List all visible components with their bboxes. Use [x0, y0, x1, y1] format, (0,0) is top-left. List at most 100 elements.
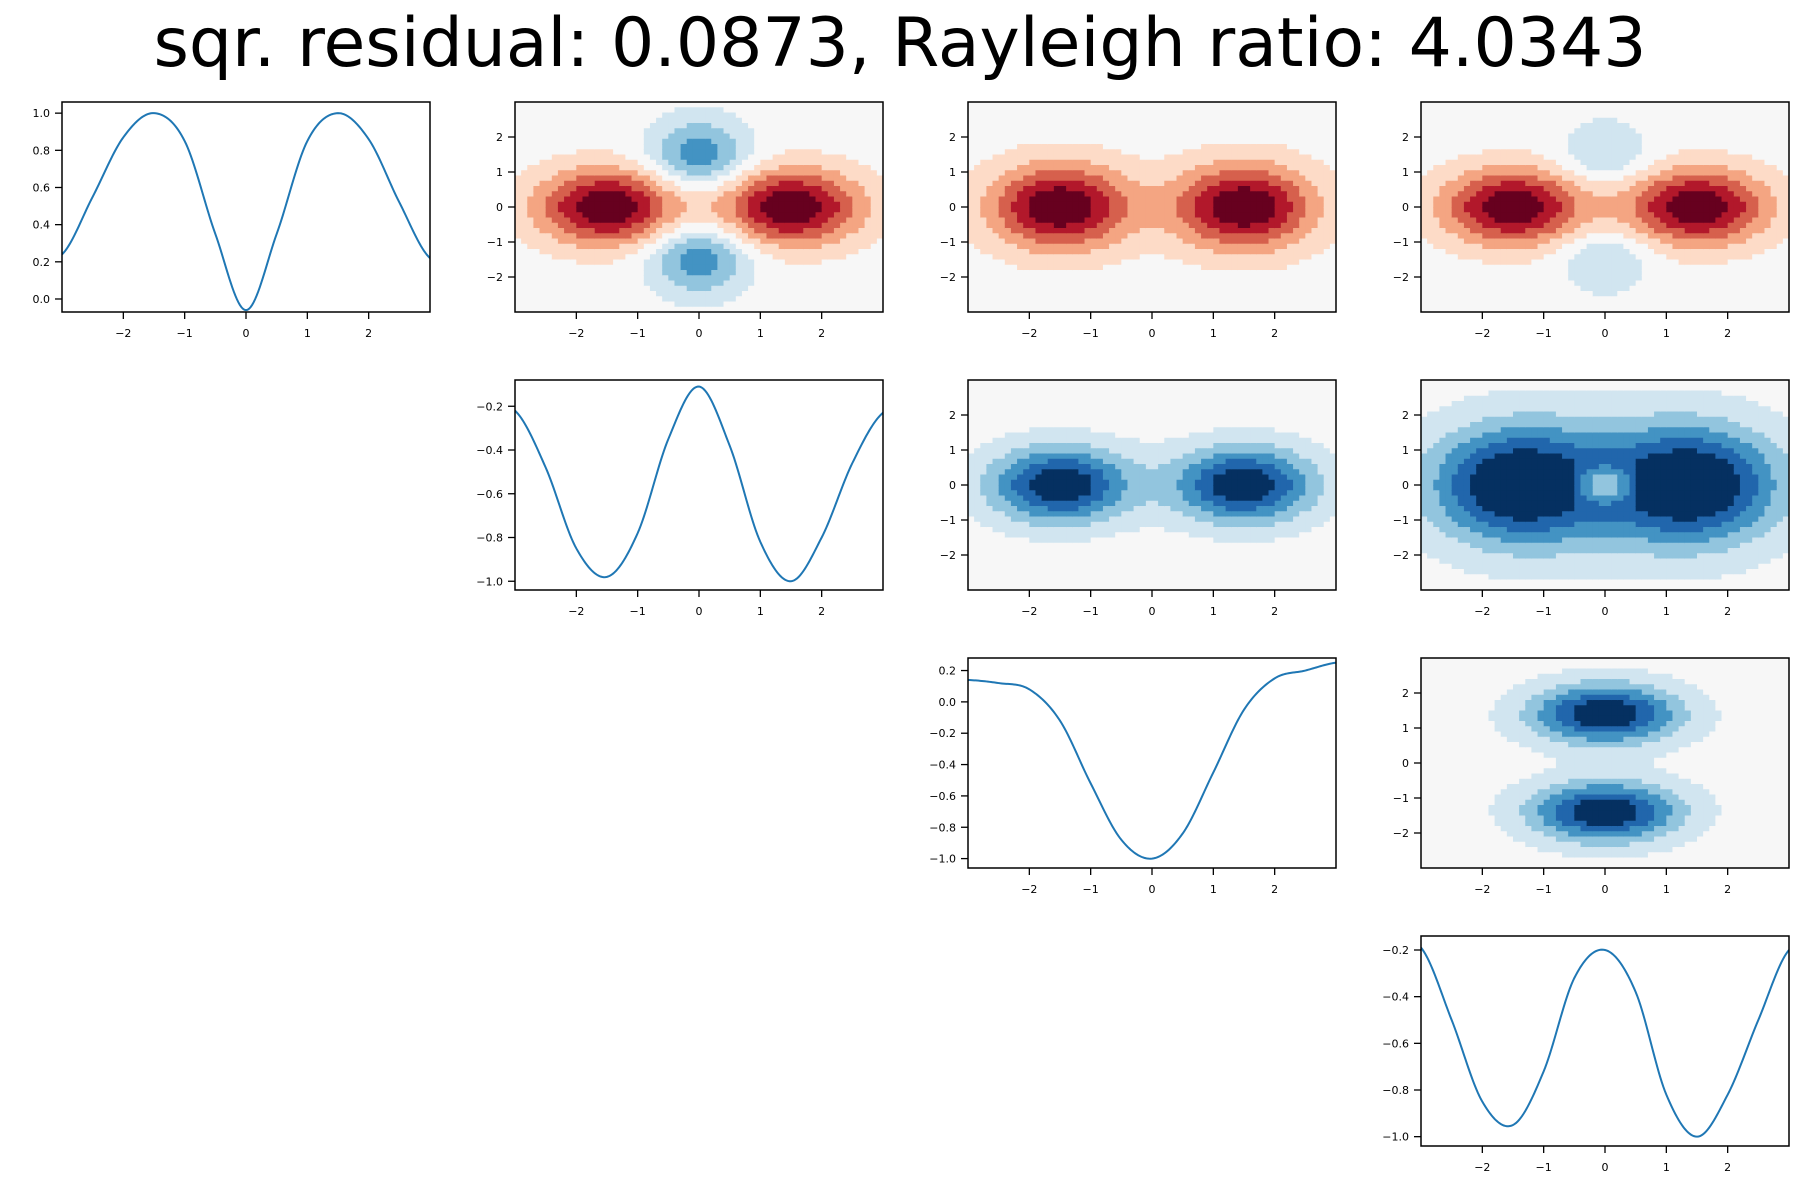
- heatmap-cell: [1090, 254, 1098, 261]
- heatmap-cell: [1201, 259, 1208, 266]
- heatmap-cell: [1010, 186, 1018, 192]
- heatmap-cell: [557, 212, 565, 219]
- heatmap-cell: [1047, 186, 1055, 192]
- heatmap-cell: [527, 238, 534, 245]
- heatmap-cell: [1004, 280, 1012, 287]
- heatmap-cell: [680, 149, 688, 156]
- heatmap-cell: [1084, 170, 1092, 177]
- heatmap-cell: [1109, 191, 1116, 198]
- heatmap-cell: [631, 207, 639, 213]
- heatmap-cell: [1004, 212, 1012, 219]
- heatmap-cell: [729, 154, 737, 161]
- heatmap-cell: [1127, 291, 1135, 297]
- heatmap-cell: [594, 249, 602, 255]
- heatmap-cell: [1010, 296, 1018, 303]
- heatmap-cell: [1004, 285, 1012, 292]
- heatmap-cell: [1035, 128, 1043, 135]
- heatmap-cell: [1280, 144, 1288, 150]
- heatmap-cell: [821, 285, 829, 292]
- heatmap-cell: [1127, 212, 1135, 219]
- heatmap-cell: [1084, 175, 1092, 182]
- heatmap-cell: [582, 207, 590, 213]
- heatmap-cell: [674, 107, 682, 114]
- heatmap-cell: [1201, 207, 1208, 213]
- heatmap-cell: [515, 149, 522, 156]
- heatmap-cell: [833, 159, 841, 166]
- heatmap-cell: [1250, 144, 1257, 150]
- heatmap-cell: [582, 275, 590, 282]
- heatmap-cell: [1102, 243, 1110, 250]
- heatmap-cell: [692, 243, 700, 250]
- heatmap-cell: [1170, 138, 1178, 145]
- heatmap-cell: [766, 191, 774, 198]
- heatmap-cell: [551, 254, 559, 261]
- heatmap-cell: [576, 186, 584, 192]
- heatmap-cell: [643, 233, 651, 240]
- heatmap-cell: [1066, 296, 1073, 303]
- heatmap-cell: [1004, 175, 1012, 182]
- heatmap-cell: [815, 296, 823, 303]
- heatmap-cell: [1121, 112, 1129, 119]
- heatmap-cell: [791, 228, 798, 234]
- heatmap-cell: [809, 238, 817, 245]
- heatmap-cell: [515, 159, 522, 166]
- heatmap-cell: [539, 306, 547, 312]
- heatmap-cell: [551, 180, 559, 187]
- heatmap-cell: [1060, 186, 1067, 192]
- heatmap-cell: [1010, 238, 1018, 245]
- heatmap-cell: [699, 280, 706, 287]
- heatmap-cell: [729, 201, 737, 208]
- heatmap-cell: [1280, 228, 1288, 234]
- heatmap-cell: [809, 138, 817, 145]
- heatmap-cell: [1017, 117, 1024, 124]
- heatmap-cell: [613, 154, 620, 161]
- heatmap-cell: [1188, 222, 1196, 229]
- heatmap-cell: [1176, 159, 1184, 166]
- heatmap-cell: [1231, 117, 1239, 124]
- heatmap-cell: [1170, 249, 1178, 255]
- heatmap-cell: [870, 254, 878, 261]
- heatmap-cell: [1439, 123, 1447, 129]
- heatmap-cell: [631, 306, 639, 312]
- heatmap-cell: [1053, 259, 1061, 266]
- heatmap-cell: [619, 233, 626, 240]
- heatmap-cell: [564, 264, 571, 271]
- heatmap-cell: [1329, 254, 1336, 261]
- heatmap-cell: [1023, 133, 1030, 140]
- heatmap-cell: [533, 154, 541, 161]
- heatmap-cell: [1029, 296, 1037, 303]
- heatmap-cell: [1256, 301, 1263, 308]
- heatmap-cell: [1201, 212, 1208, 219]
- heatmap-cell: [735, 275, 743, 282]
- heatmap-cell: [1010, 228, 1018, 234]
- heatmap-cell: [557, 254, 565, 261]
- heatmap-cell: [1060, 275, 1067, 282]
- heatmap-cell: [607, 191, 614, 198]
- heatmap-cell: [1066, 112, 1073, 119]
- heatmap-cell: [527, 149, 534, 156]
- heatmap-cell: [1035, 270, 1043, 276]
- heatmap-cell: [1158, 138, 1165, 145]
- heatmap-cell: [631, 102, 639, 108]
- heatmap-cell: [637, 228, 645, 234]
- heatmap-cell: [1145, 175, 1153, 182]
- heatmap-cell: [705, 191, 712, 198]
- heatmap-cell: [699, 233, 706, 240]
- heatmap-cell: [1164, 186, 1171, 192]
- heatmap-cell: [1433, 280, 1440, 287]
- heatmap-cell: [1262, 259, 1270, 266]
- heatmap-cell: [735, 207, 743, 213]
- heatmap-cell: [1311, 228, 1319, 234]
- heatmap-cell: [1207, 165, 1214, 171]
- heatmap-cell: [545, 154, 553, 161]
- heatmap-cell: [1286, 149, 1294, 156]
- heatmap-cell: [974, 149, 981, 156]
- heatmap-cell: [1029, 154, 1037, 161]
- heatmap-cell: [1244, 117, 1251, 124]
- heatmap-cell: [1158, 233, 1165, 240]
- heatmap-cell: [974, 144, 981, 150]
- heatmap-cell: [668, 296, 676, 303]
- heatmap-cell: [1194, 301, 1202, 308]
- heatmap-cell: [619, 275, 626, 282]
- heatmap-cell: [1102, 249, 1110, 255]
